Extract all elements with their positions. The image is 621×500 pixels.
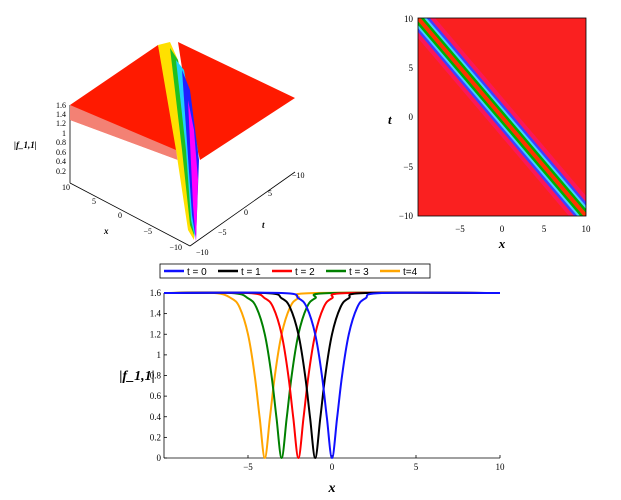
- legend-label: t = 0: [187, 267, 207, 278]
- surface-z-tick: 0.6: [56, 148, 66, 157]
- y-tick-label: 0.8: [150, 371, 162, 381]
- x-axis-label: x: [328, 481, 336, 496]
- legend-label: t = 3: [349, 267, 369, 278]
- line-chart: t = 0 t = 1 t = 2 t = 3 t=4 0 0.2 0.4 0.6 0.8 1 1.…: [119, 263, 506, 496]
- surface-z-tick: 0.8: [56, 138, 66, 147]
- density-frame: [417, 17, 587, 217]
- y-tick-label: 0.4: [150, 412, 162, 422]
- y-tick-label: 1.4: [150, 309, 162, 319]
- density-x-tick: 0: [500, 224, 505, 234]
- surface-t-tick: 5: [268, 189, 272, 198]
- surface-t-axis: [189, 171, 296, 247]
- density-plot: 10 5 0 −5 −10 t −5 0 5 10 x: [388, 14, 591, 251]
- legend-label: t=4: [403, 267, 418, 278]
- surface-right-sheet: [178, 42, 295, 160]
- series-line: [163, 291, 501, 460]
- surface-t-label: t: [262, 220, 265, 230]
- surface-t-tick: −10: [196, 248, 209, 257]
- density-y-label: t: [388, 112, 392, 127]
- surface-x-tick: −10: [169, 243, 182, 252]
- density-y-tick: 0: [409, 112, 414, 122]
- density-x-tick: 10: [582, 224, 592, 234]
- surface-left-sheet: [70, 45, 178, 160]
- legend-label: t = 2: [295, 267, 315, 278]
- x-tick-label: 5: [414, 462, 419, 472]
- density-x-tick: 5: [542, 224, 547, 234]
- surface-shading: [70, 105, 178, 160]
- surface-z-tick: 1: [62, 129, 66, 138]
- y-tick-label: 1.6: [150, 288, 162, 298]
- density-y-tick: 10: [404, 14, 414, 24]
- surface-trough-magenta: [188, 100, 198, 242]
- surface-z-tick: 0.2: [56, 167, 66, 176]
- surface-plot: 1.6 1.4 1.2 1 0.8 0.6 0.4 0.2 |f_1,1| 10…: [14, 42, 305, 257]
- surface-t-tick: −5: [218, 228, 227, 237]
- surface-x-tick: −5: [143, 227, 152, 236]
- y-tick-label: 0.2: [150, 432, 161, 442]
- surface-z-tick: 1.6: [56, 101, 66, 110]
- legend-label: t = 1: [241, 267, 261, 278]
- surface-t-tick: 0: [244, 208, 248, 217]
- x-tick-label: −5: [243, 462, 253, 472]
- surface-x-label: x: [103, 226, 109, 236]
- x-tick-label: 10: [496, 462, 506, 472]
- density-band-center: [418, 18, 586, 216]
- density-x-label: x: [498, 236, 506, 251]
- surface-x-axis: [69, 182, 191, 247]
- y-tick-label: 1: [157, 350, 162, 360]
- series-line: [163, 291, 501, 460]
- density-x-tick: −5: [455, 224, 465, 234]
- x-tick-label: 0: [330, 462, 335, 472]
- surface-x-tick: 10: [62, 183, 70, 192]
- density-y-tick: 5: [409, 63, 414, 73]
- series-line: [163, 291, 501, 460]
- density-y-tick: −5: [403, 162, 413, 172]
- y-tick-label: 1.2: [150, 329, 161, 339]
- density-y-tick: −10: [399, 211, 414, 221]
- surface-z-tick: 1.4: [56, 110, 66, 119]
- y-axis-label: |f_1,1|: [119, 369, 154, 384]
- surface-z-label: |f_1,1|: [14, 140, 37, 150]
- y-tick-label: 0.6: [150, 391, 162, 401]
- surface-x-tick: 0: [118, 211, 122, 220]
- legend-box: [159, 263, 431, 279]
- surface-x-tick: 5: [92, 197, 96, 206]
- legend: t = 0 t = 1 t = 2 t = 3 t=4: [159, 263, 431, 279]
- y-tick-label: 0: [157, 453, 162, 463]
- series-line: [163, 291, 501, 460]
- surface-t-tick: −10: [292, 171, 305, 180]
- series-line: [163, 291, 501, 460]
- surface-z-tick: 1.2: [56, 119, 66, 128]
- surface-z-tick: 0.4: [56, 157, 66, 166]
